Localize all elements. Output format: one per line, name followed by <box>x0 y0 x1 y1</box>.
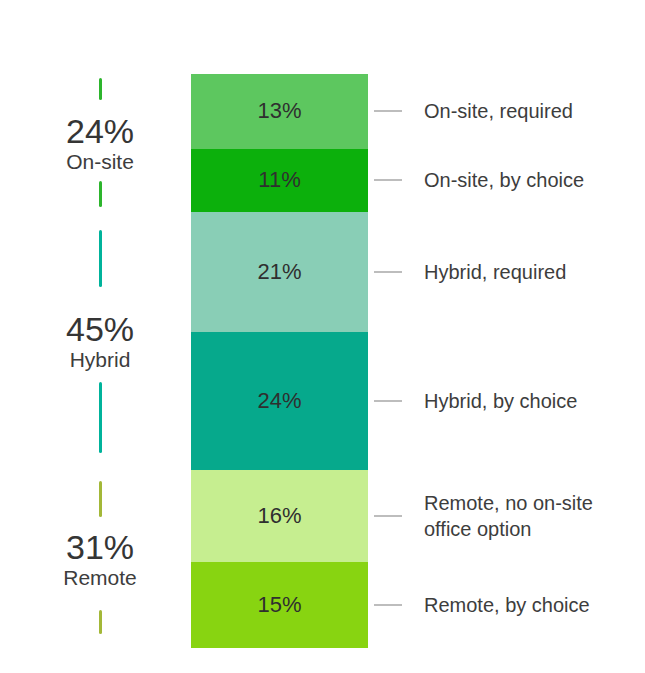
group-tick-remote-bottom <box>99 610 102 634</box>
group-tick-onsite-top <box>99 78 102 100</box>
bar-row: 13% On-site, required <box>191 74 645 149</box>
group-total: 24% <box>20 113 180 150</box>
callout-line <box>374 110 402 112</box>
segment-value: 13% <box>257 98 301 124</box>
group-name: On-site <box>20 149 180 173</box>
callout-line <box>374 604 402 606</box>
group-tick-onsite-bottom <box>99 181 102 207</box>
group-tick-hybrid-bottom <box>99 382 102 453</box>
callout-line <box>374 179 402 181</box>
callout-line <box>374 400 402 402</box>
callout-line <box>374 271 402 273</box>
group-label-hybrid: 45% Hybrid <box>20 311 180 372</box>
group-label-remote: 31% Remote <box>20 529 180 590</box>
stacked-bar-chart: 24% On-site 45% Hybrid 31% Remote 13% On… <box>0 0 645 673</box>
group-total: 45% <box>20 311 180 348</box>
callout-line <box>374 515 402 517</box>
group-tick-hybrid-top <box>99 230 102 287</box>
bar-row: 15% Remote, by choice <box>191 562 645 648</box>
segment-label: Hybrid, by choice <box>424 388 577 414</box>
group-name: Remote <box>20 565 180 589</box>
group-tick-remote-top <box>99 481 102 517</box>
bar-row: 11% On-site, by choice <box>191 149 645 212</box>
bar-segment-onsite-by-choice: 11% <box>191 149 368 212</box>
bar-segment-hybrid-required: 21% <box>191 212 368 333</box>
segment-label: On-site, by choice <box>424 167 584 193</box>
segment-label: Remote, no on-site office option <box>424 490 629 542</box>
group-name: Hybrid <box>20 347 180 371</box>
group-label-onsite: 24% On-site <box>20 113 180 174</box>
group-total: 31% <box>20 529 180 566</box>
segment-label: Hybrid, required <box>424 259 566 285</box>
bar-row: 21% Hybrid, required <box>191 212 645 333</box>
bar-segment-remote-by-choice: 15% <box>191 562 368 648</box>
segment-label: On-site, required <box>424 98 573 124</box>
segment-value: 15% <box>257 592 301 618</box>
segment-value: 24% <box>257 388 301 414</box>
bar-segment-remote-no-office: 16% <box>191 470 368 562</box>
bar-segment-hybrid-by-choice: 24% <box>191 332 368 470</box>
bar-row: 24% Hybrid, by choice <box>191 332 645 470</box>
segment-value: 21% <box>257 259 301 285</box>
segment-value: 11% <box>258 167 300 193</box>
bar-row: 16% Remote, no on-site office option <box>191 470 645 562</box>
stacked-bar: 13% On-site, required 11% On-site, by ch… <box>191 74 645 648</box>
segment-label: Remote, by choice <box>424 592 590 618</box>
segment-value: 16% <box>257 503 301 529</box>
bar-segment-onsite-required: 13% <box>191 74 368 149</box>
